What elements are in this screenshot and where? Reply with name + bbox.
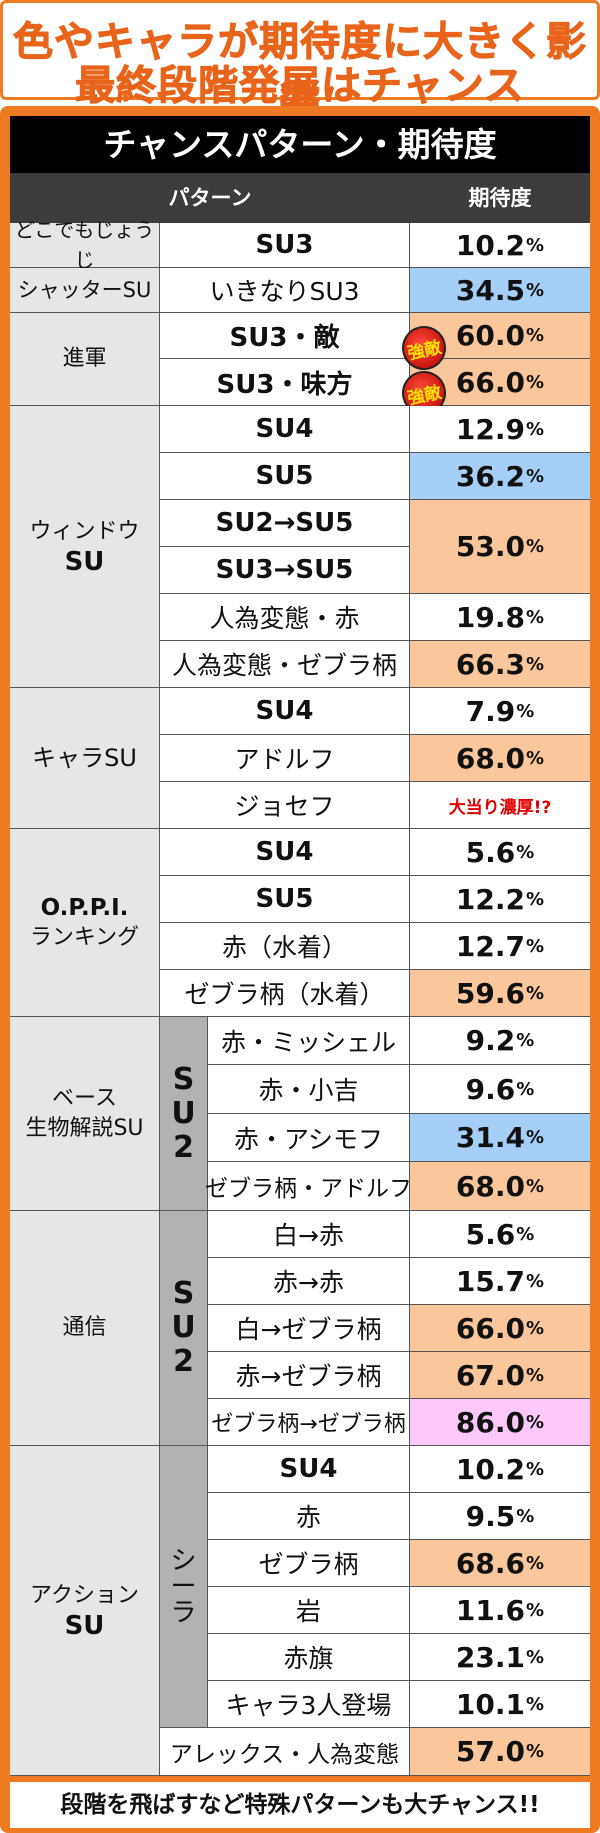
value-cell: 66.0% <box>410 1305 590 1352</box>
pattern-cell: 赤・アシモフ <box>208 1114 410 1162</box>
footer-note: 段階を飛ばすなど特殊パターンも大チャンス!! <box>10 1782 590 1828</box>
header-line-1: 色やキャラが期待度に大きく影響 <box>13 19 587 124</box>
pattern-cell: ジョセフ <box>160 782 410 829</box>
value-cell: 19.8% <box>410 594 590 641</box>
jackpot-note: 大当り濃厚!? <box>410 782 590 829</box>
pattern-cell: SU2→SU5 <box>160 500 410 547</box>
pattern-cell: SU4 <box>160 688 410 735</box>
value-cell: 68.6% <box>410 1540 590 1587</box>
value-cell: 10.2% <box>410 1446 590 1493</box>
pattern-cell: 岩 <box>208 1587 410 1634</box>
pattern-cell: ゼブラ柄 <box>208 1540 410 1587</box>
pattern-cell: SU5 <box>160 453 410 500</box>
pattern-cell: 人為変態・ゼブラ柄 <box>160 641 410 688</box>
pattern-cell: 赤旗 <box>208 1634 410 1681</box>
group-label-dokodemo: どこでもじょうじ <box>10 218 160 272</box>
pattern-cell: SU5 <box>160 876 410 923</box>
pattern-cell: SU3・敵 <box>160 313 410 359</box>
value-cell: 59.6% <box>410 970 590 1017</box>
group-label-action: アクション SU <box>10 1446 160 1776</box>
value-cell: 9.5% <box>410 1493 590 1540</box>
header-banner: 色やキャラが期待度に大きく影響 最終段階発展はチャンス <box>0 0 600 124</box>
pattern-cell: 人為変態・赤 <box>160 594 410 641</box>
group-label-shutter: シャッターSU <box>10 268 160 313</box>
group-label-chara: キャラSU <box>10 688 160 829</box>
value-cell: 57.0% <box>410 1728 590 1776</box>
group-label-shingun: 進軍 <box>10 313 160 406</box>
value-cell: 34.5% <box>410 268 590 313</box>
value-cell: 67.0% <box>410 1352 590 1399</box>
group-label-base: ベース 生物解説SU <box>10 1017 160 1211</box>
pattern-cell: 白→赤 <box>208 1211 410 1258</box>
value-cell: 66.3% <box>410 641 590 688</box>
pattern-cell: SU3→SU5 <box>160 547 410 594</box>
pattern-cell: 赤・小吉 <box>208 1065 410 1114</box>
pattern-cell: 赤→ゼブラ柄 <box>208 1352 410 1399</box>
value-cell: 31.4% <box>410 1114 590 1162</box>
pattern-cell: 赤（水着） <box>160 923 410 970</box>
column-header-pattern: パターン <box>10 173 411 223</box>
pattern-cell: ゼブラ柄・アドルフ <box>205 1162 412 1211</box>
pattern-cell: 赤→赤 <box>208 1258 410 1305</box>
value-cell: 68.0% <box>410 1162 590 1211</box>
value-cell: 86.0% <box>410 1399 590 1446</box>
group-label-tsushin: 通信 <box>10 1211 160 1446</box>
pattern-cell: アドルフ <box>160 735 410 782</box>
pattern-cell: 赤 <box>208 1493 410 1540</box>
pattern-cell: キャラ3人登場 <box>208 1681 410 1728</box>
group-label-oppi: O.P.P.I. ランキング <box>10 829 160 1017</box>
pattern-cell: ゼブラ柄→ゼブラ柄 <box>208 1399 410 1446</box>
value-cell: 5.6% <box>410 829 590 876</box>
value-cell: 5.6% <box>410 1211 590 1258</box>
table-title: チャンスパターン・期待度 <box>10 116 590 173</box>
pattern-cell: SU3 <box>160 223 410 268</box>
value-cell: 9.2% <box>410 1017 590 1065</box>
value-cell: 36.2% <box>410 453 590 500</box>
value-cell-merged: 53.0% <box>410 500 590 594</box>
group-label-window: ウィンドウ SU <box>10 406 160 688</box>
value-cell: 7.9% <box>410 688 590 735</box>
sub-label-shira: シーラ <box>160 1446 208 1728</box>
pattern-cell: SU4 <box>160 829 410 876</box>
pattern-cell: SU3・味方 <box>160 359 410 406</box>
pattern-cell: アレックス・人為変態 <box>160 1728 410 1776</box>
header-line-2: 最終段階発展はチャンス <box>75 63 525 110</box>
value-cell: 9.6% <box>410 1065 590 1114</box>
value-cell: 15.7% <box>410 1258 590 1305</box>
value-cell: 68.0% <box>410 735 590 782</box>
pattern-cell: ゼブラ柄（水着） <box>160 970 410 1017</box>
value-cell: 10.2% <box>410 223 590 268</box>
pattern-cell: SU4 <box>160 406 410 453</box>
pattern-cell: 白→ゼブラ柄 <box>208 1305 410 1352</box>
value-cell: 10.1% <box>410 1681 590 1728</box>
column-header-value: 期待度 <box>410 173 590 223</box>
value-cell: 12.9% <box>410 406 590 453</box>
pattern-cell: いきなりSU3 <box>160 268 410 313</box>
pattern-cell: SU4 <box>208 1446 410 1493</box>
value-cell: 11.6% <box>410 1587 590 1634</box>
value-cell: 12.7% <box>410 923 590 970</box>
pattern-cell: 赤・ミッシェル <box>208 1017 410 1065</box>
value-cell: 12.2% <box>410 876 590 923</box>
value-cell: 23.1% <box>410 1634 590 1681</box>
